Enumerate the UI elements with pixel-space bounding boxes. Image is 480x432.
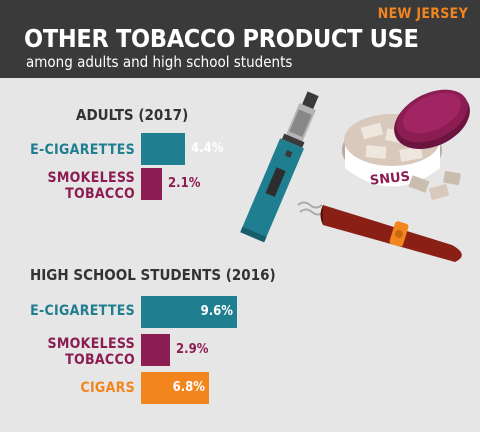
- adults-smokeless-value: 2.1%: [168, 176, 201, 191]
- hs-smokeless-text: SMOKELESS TOBACCO: [47, 336, 135, 368]
- adults-ecig-bar: [141, 133, 185, 165]
- hs-smokeless-bar: [141, 334, 170, 366]
- page-subtitle: among adults and high school students: [26, 53, 293, 71]
- adults-ecig-value: 4.4%: [191, 141, 224, 156]
- snus-tin-icon: SNUS: [342, 89, 470, 201]
- hs-cigars-bar: [141, 372, 209, 404]
- hs-ecig-value: 9.6%: [200, 304, 233, 319]
- state-label: NEW JERSEY: [377, 6, 468, 22]
- hs-cigars-value: 6.8%: [172, 380, 205, 395]
- smoke-icon: [297, 201, 325, 216]
- vape-pen-icon: [240, 91, 319, 243]
- hs-smokeless-label: SMOKELESS TOBACCO: [47, 336, 135, 368]
- hs-section-title: HIGH SCHOOL STUDENTS (2016): [30, 266, 276, 284]
- adults-smokeless-text: SMOKELESS TOBACCO: [47, 170, 135, 202]
- hs-ecig-bar: [141, 296, 237, 328]
- header-banner: NEW JERSEY OTHER TOBACCO PRODUCT USE amo…: [0, 0, 480, 78]
- cigar-icon: [320, 205, 462, 262]
- hs-cigars-label: CIGARS: [80, 380, 135, 396]
- adults-smokeless-label: SMOKELESS TOBACCO: [47, 170, 135, 202]
- snus-label: SNUS: [369, 170, 411, 189]
- page-title: OTHER TOBACCO PRODUCT USE: [24, 24, 419, 53]
- hs-smokeless-value: 2.9%: [176, 342, 209, 357]
- adults-section-title: ADULTS (2017): [76, 106, 189, 124]
- hs-ecig-label: E-CIGARETTES: [30, 303, 135, 319]
- adults-ecig-label: E-CIGARETTES: [30, 142, 135, 158]
- adults-smokeless-bar: [141, 168, 162, 200]
